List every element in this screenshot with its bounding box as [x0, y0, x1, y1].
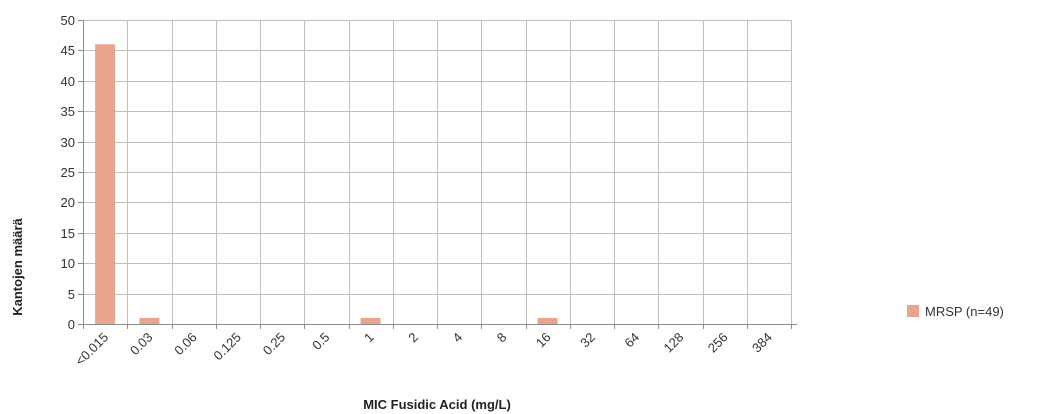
x-tick-label: 64 [621, 330, 642, 351]
x-tick-label: 0.25 [260, 330, 289, 359]
y-axis-title: Kantojen määrä [10, 217, 25, 315]
y-tick-label: 10 [61, 256, 75, 271]
bar--0-015 [95, 44, 116, 325]
x-tick-label: 384 [749, 330, 775, 356]
legend-label: MRSP (n=49) [925, 304, 1004, 319]
y-tick-label: 15 [61, 226, 75, 241]
y-tick-labels: 0 5 10 15 20 25 30 35 40 45 50 [61, 13, 75, 332]
y-tick-label: 0 [68, 317, 75, 332]
y-tick-label: 40 [61, 74, 75, 89]
bars [95, 44, 558, 325]
bar-16 [537, 317, 558, 324]
grid [83, 20, 792, 324]
x-tick-label: 0.5 [309, 330, 332, 353]
x-tick-label: 4 [450, 330, 466, 346]
y-tick-label: 20 [61, 195, 75, 210]
bar-1 [360, 317, 381, 324]
legend: MRSP (n=49) [907, 304, 1004, 319]
x-tick-label: 16 [533, 330, 554, 351]
x-tick-label: 128 [661, 330, 687, 356]
x-axis-title: MIC Fusidic Acid (mg/L) [363, 397, 511, 412]
y-tick-label: 35 [61, 104, 75, 119]
x-tick-label: 0.03 [127, 330, 156, 359]
y-tick-label: 5 [68, 287, 75, 302]
y-tick-label: 30 [61, 135, 75, 150]
x-tick-label: 0.125 [210, 330, 244, 364]
x-tick-label: 256 [705, 330, 731, 356]
x-tick-label: 8 [494, 330, 510, 346]
axes [78, 20, 797, 329]
x-tick-label: 32 [577, 330, 598, 351]
bar-0-03 [139, 317, 160, 324]
x-tick-labels: <0.015 0.03 0.06 0.125 0.25 0.5 1 2 4 8 16 32 64 128 2… [72, 330, 775, 369]
legend-swatch [907, 305, 919, 317]
x-tick-label: <0.015 [72, 330, 111, 369]
x-tick-label: 1 [361, 330, 377, 346]
x-tick-label: 0.06 [171, 330, 200, 359]
y-tick-label: 50 [61, 13, 75, 28]
x-tick-label: 2 [405, 330, 421, 346]
y-tick-label: 45 [61, 43, 75, 58]
y-tick-label: 25 [61, 165, 75, 180]
